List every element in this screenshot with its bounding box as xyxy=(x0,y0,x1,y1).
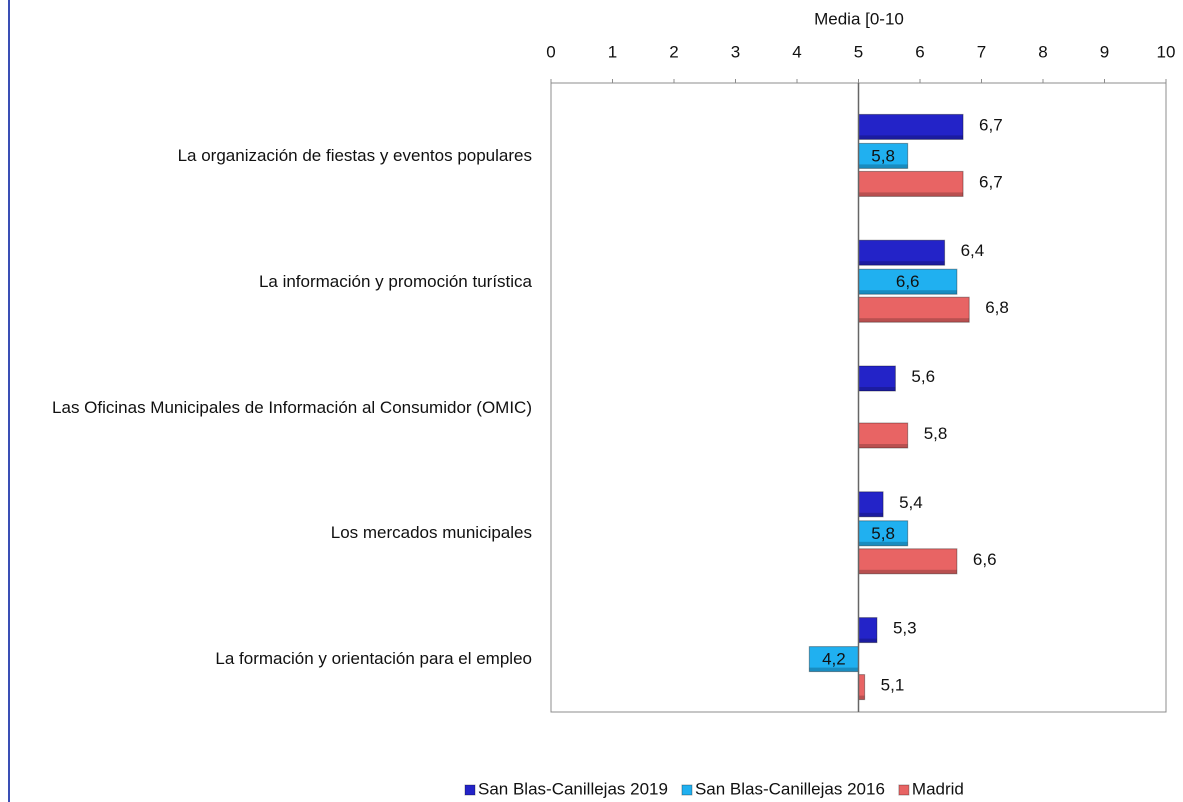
bar-shade xyxy=(858,164,908,169)
value-label: 6,6 xyxy=(896,272,920,291)
bar-shade xyxy=(858,318,970,323)
value-label: 6,7 xyxy=(979,172,1003,191)
category-text: La organización de fiestas y eventos pop… xyxy=(177,145,532,165)
bar xyxy=(858,239,946,266)
value-label: 5,8 xyxy=(871,146,895,165)
x-tick-label: 6 xyxy=(915,42,924,61)
x-tick-label: 9 xyxy=(1100,42,1109,61)
category-label: La formación y orientación para el emple… xyxy=(215,648,532,670)
legend-label: Madrid xyxy=(912,779,964,798)
category-label: Los mercados municipales xyxy=(331,522,532,544)
bar-shade xyxy=(858,387,896,391)
value-label: 6,4 xyxy=(961,241,985,260)
legend-swatch xyxy=(898,784,910,796)
value-label: 4,2 xyxy=(822,650,846,669)
bar-shade xyxy=(858,290,957,295)
bar-shade xyxy=(858,695,865,700)
legend-label: San Blas-Canillejas 2016 xyxy=(695,779,885,798)
bar xyxy=(858,268,958,295)
bar-shade xyxy=(858,638,877,643)
x-tick-label: 10 xyxy=(1157,42,1176,61)
bar xyxy=(858,142,909,169)
legend-swatch xyxy=(464,784,476,796)
bar xyxy=(858,520,909,547)
bar-shade xyxy=(858,261,945,266)
x-tick-label: 3 xyxy=(731,42,740,61)
category-text: Los mercados municipales xyxy=(330,523,532,543)
category-text: Las Oficinas Municipales de Información … xyxy=(52,397,532,417)
category-label: Las Oficinas Municipales de Información … xyxy=(52,397,532,419)
value-label: 5,3 xyxy=(893,619,917,638)
x-tick-label: 7 xyxy=(977,42,986,61)
value-label: 5,8 xyxy=(871,524,895,543)
x-tick-label: 2 xyxy=(669,42,678,61)
category-text: La información y promoción turística xyxy=(258,271,532,291)
bar-shade xyxy=(858,135,964,140)
value-label: 5,4 xyxy=(899,493,923,512)
bar xyxy=(858,296,970,323)
x-tick-label: 8 xyxy=(1038,42,1047,61)
value-label: 5,8 xyxy=(924,424,948,443)
legend-swatch xyxy=(681,784,693,796)
value-label: 6,6 xyxy=(973,550,997,569)
bar-shade xyxy=(858,569,957,574)
x-tick-label: 4 xyxy=(792,42,801,61)
bar-shade xyxy=(858,512,884,517)
bar xyxy=(858,422,909,449)
value-label: 5,1 xyxy=(881,676,905,695)
x-tick-label: 5 xyxy=(854,42,863,61)
value-label: 5,6 xyxy=(911,367,935,386)
axis-title: Media [0-10 xyxy=(814,9,904,28)
category-label: La información y promoción turística xyxy=(259,271,532,293)
bar-shade xyxy=(858,444,908,448)
value-label: 6,8 xyxy=(985,298,1009,317)
category-text: La formación y orientación para el emple… xyxy=(215,649,532,669)
bar-shade xyxy=(809,667,859,672)
bar xyxy=(858,170,964,197)
x-tick-label: 1 xyxy=(608,42,617,61)
category-label: La organización de fiestas y eventos pop… xyxy=(178,145,532,167)
bar-shade xyxy=(858,541,908,546)
bar-shade xyxy=(858,192,964,197)
x-tick-label: 0 xyxy=(546,42,555,61)
bar xyxy=(858,548,958,575)
legend-label: San Blas-Canillejas 2019 xyxy=(478,779,668,798)
value-label: 6,7 xyxy=(979,115,1003,134)
bar xyxy=(858,491,884,518)
